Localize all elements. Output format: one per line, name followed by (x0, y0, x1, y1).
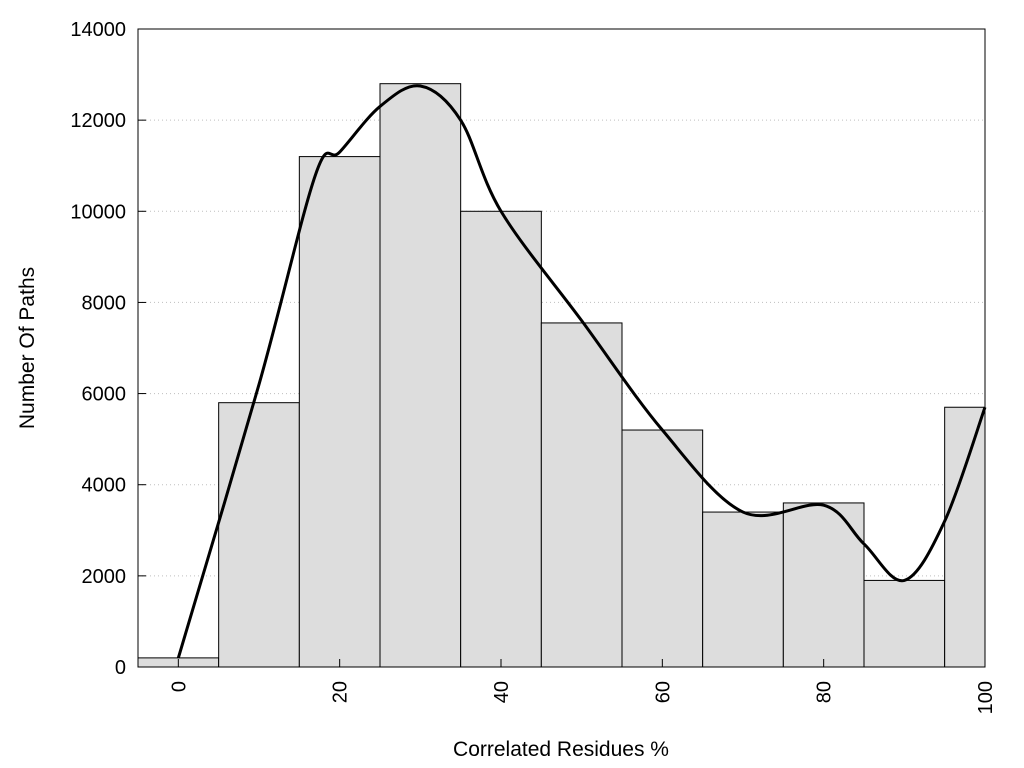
y-tick-label: 14000 (70, 19, 126, 41)
y-tick-label: 6000 (82, 384, 127, 406)
y-tick-label: 8000 (82, 292, 127, 314)
y-axis-title: Number Of Paths (16, 267, 39, 429)
y-tick-label: 10000 (70, 201, 126, 223)
histogram-bar (944, 406, 986, 668)
y-tick-label: 12000 (70, 110, 126, 132)
x-tick-label: 80 (814, 681, 836, 703)
histogram-bar (863, 579, 946, 668)
x-tick-label: 20 (330, 681, 352, 703)
y-tick-label: 0 (115, 657, 126, 679)
y-axis-ticks: 0 2000 4000 6000 8000 10000 12000 14000 (70, 19, 146, 679)
x-tick-label: 100 (975, 681, 997, 714)
histogram-bars (137, 83, 986, 668)
y-tick-label: 4000 (82, 475, 127, 497)
histogram-bar (298, 156, 381, 668)
y-tick-label: 2000 (82, 566, 127, 588)
histogram-bar (460, 210, 542, 668)
histogram-bar (540, 322, 623, 668)
histogram-bar (218, 402, 300, 668)
histogram-bar (379, 83, 462, 668)
x-axis-title: Correlated Residues % (453, 738, 669, 761)
x-tick-label: 60 (652, 681, 674, 703)
x-tick-label: 40 (491, 681, 513, 703)
histogram-bar (702, 511, 784, 668)
density-curve (176, 84, 987, 659)
x-tick-label: 0 (168, 681, 190, 692)
x-axis-ticks: 0 20 40 60 80 100 (168, 659, 997, 714)
plot-frame (137, 28, 986, 668)
